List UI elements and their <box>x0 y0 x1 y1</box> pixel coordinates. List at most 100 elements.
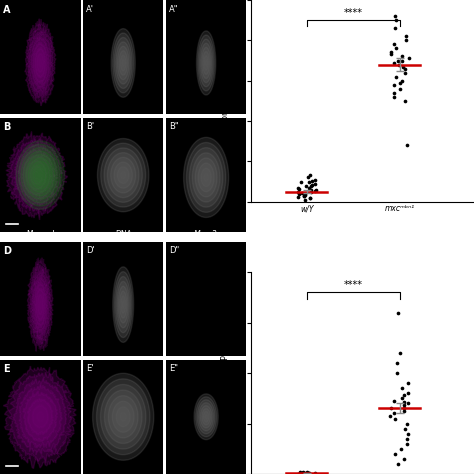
Point <box>391 415 399 422</box>
Point <box>300 192 308 200</box>
Polygon shape <box>119 51 128 75</box>
Polygon shape <box>35 47 46 78</box>
Point <box>392 45 400 52</box>
Polygon shape <box>197 400 215 434</box>
Polygon shape <box>14 142 58 207</box>
Polygon shape <box>119 291 127 318</box>
Y-axis label: A proportion of GFP⁺ area (%): A proportion of GFP⁺ area (%) <box>221 44 230 158</box>
Polygon shape <box>100 384 146 449</box>
Point <box>298 189 306 197</box>
Polygon shape <box>19 384 62 447</box>
Y-axis label: A proportion of GFP⁺ area (%): A proportion of GFP⁺ area (%) <box>221 316 230 430</box>
Polygon shape <box>98 138 149 212</box>
Point <box>396 79 403 86</box>
Polygon shape <box>29 31 52 95</box>
Polygon shape <box>200 406 212 428</box>
Point <box>390 398 398 405</box>
Point <box>306 172 314 179</box>
Point <box>400 455 408 463</box>
Point <box>311 187 319 195</box>
Point <box>404 400 411 407</box>
Polygon shape <box>203 52 210 74</box>
Point <box>297 468 304 474</box>
Polygon shape <box>112 401 134 432</box>
Polygon shape <box>26 155 55 196</box>
Polygon shape <box>199 39 213 87</box>
Point <box>302 182 310 189</box>
Polygon shape <box>113 33 134 93</box>
Polygon shape <box>32 275 48 334</box>
Point <box>300 192 308 200</box>
Polygon shape <box>31 35 50 89</box>
Point <box>402 36 410 44</box>
Point <box>306 195 314 202</box>
Polygon shape <box>198 35 215 91</box>
Text: D: D <box>3 246 11 256</box>
Point <box>401 97 409 105</box>
Point <box>307 189 315 196</box>
Polygon shape <box>28 158 52 192</box>
Point <box>404 390 411 397</box>
Point <box>391 12 399 20</box>
Polygon shape <box>200 43 212 82</box>
Point <box>301 196 309 203</box>
Point <box>399 77 406 84</box>
Text: D": D" <box>169 246 179 255</box>
Text: B': B' <box>86 122 94 131</box>
Polygon shape <box>104 390 142 444</box>
Polygon shape <box>194 394 218 440</box>
Point <box>297 470 305 474</box>
Point <box>387 412 394 419</box>
Polygon shape <box>192 153 220 202</box>
Point <box>400 401 407 409</box>
Polygon shape <box>34 280 47 328</box>
Point <box>311 176 319 183</box>
Polygon shape <box>111 28 135 97</box>
Point <box>308 186 315 193</box>
Point <box>387 405 394 412</box>
Polygon shape <box>113 267 134 342</box>
Point <box>397 349 404 357</box>
Point <box>304 173 312 181</box>
Point <box>301 470 309 474</box>
Polygon shape <box>196 31 216 95</box>
Point <box>404 430 412 438</box>
Point <box>400 408 408 415</box>
Point <box>387 49 394 56</box>
Point <box>305 470 313 474</box>
Polygon shape <box>201 47 211 79</box>
Text: A: A <box>3 5 11 15</box>
Point <box>399 394 406 402</box>
Polygon shape <box>196 397 217 437</box>
Point <box>301 191 309 199</box>
Point <box>298 470 306 474</box>
Point <box>294 193 302 201</box>
Text: ****: **** <box>344 281 363 291</box>
Polygon shape <box>28 264 52 345</box>
Point <box>392 25 399 32</box>
Point <box>390 59 398 66</box>
Polygon shape <box>97 379 150 455</box>
Polygon shape <box>13 378 67 455</box>
Point <box>403 435 411 443</box>
Text: C: C <box>189 0 199 4</box>
Point <box>405 380 412 387</box>
Polygon shape <box>22 155 52 197</box>
Polygon shape <box>116 42 131 84</box>
Polygon shape <box>198 163 214 191</box>
Text: B: B <box>3 122 10 132</box>
Point <box>403 141 411 149</box>
Point <box>394 309 401 317</box>
Polygon shape <box>10 138 63 214</box>
Point <box>294 184 301 191</box>
Point <box>299 469 307 474</box>
Polygon shape <box>117 282 129 328</box>
Point <box>398 445 405 453</box>
Polygon shape <box>3 366 76 468</box>
Polygon shape <box>108 153 139 198</box>
Point <box>391 450 399 457</box>
Point <box>394 57 402 65</box>
Polygon shape <box>92 374 154 460</box>
Point <box>307 182 315 190</box>
Polygon shape <box>111 157 136 193</box>
